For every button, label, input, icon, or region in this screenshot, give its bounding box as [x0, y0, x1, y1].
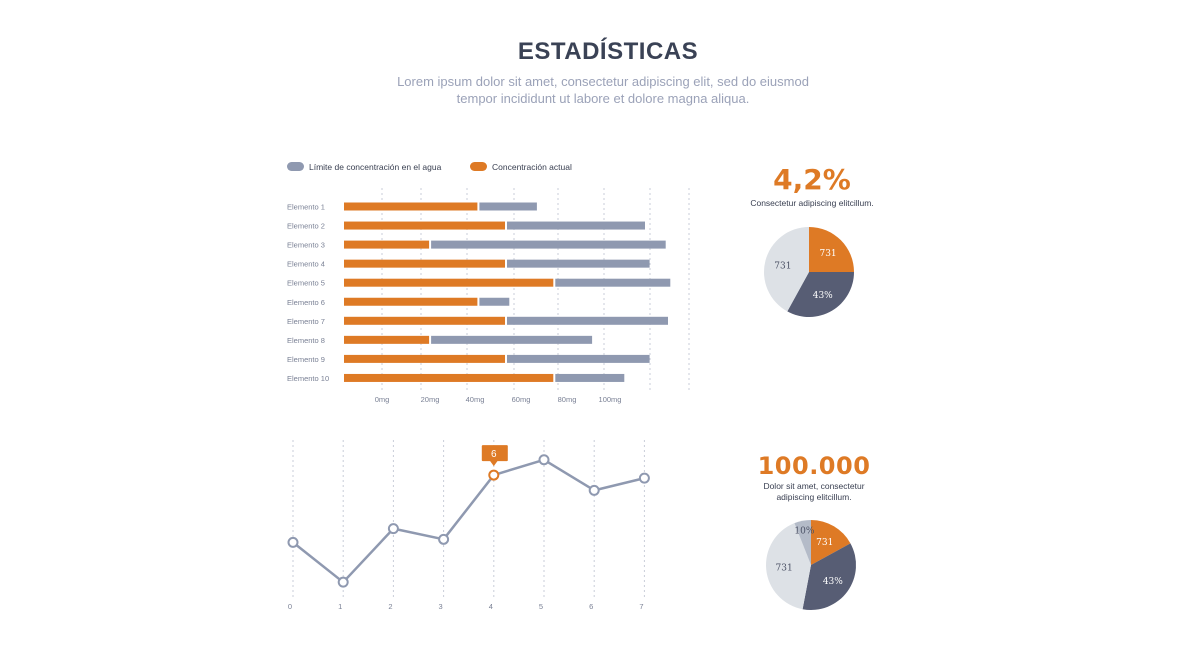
bar-x-tick: 60mg: [512, 395, 531, 404]
bar-actual: [344, 373, 554, 382]
bar-limit: [507, 221, 645, 230]
line-callout-label: 6: [491, 449, 497, 460]
bar-actual: [344, 221, 505, 230]
bar-actual: [344, 202, 478, 211]
bar-category-label: Elemento 3: [287, 241, 325, 250]
pie-2-slice-label: 731: [776, 564, 793, 574]
bar-limit: [431, 240, 666, 249]
page-subtitle: Lorem ipsum dolor sit amet, consectetur …: [0, 73, 1200, 107]
line-x-tick: 2: [388, 602, 392, 611]
bar-actual: [344, 240, 430, 249]
line-x-tick: 4: [489, 602, 493, 611]
line-x-tick: 1: [338, 602, 342, 611]
bar-limit: [507, 354, 650, 363]
bar-x-tick: 0mg: [375, 395, 390, 404]
bar-category-label: Elemento 6: [287, 298, 325, 307]
pie-2-caption-line-2: adipiscing elitcillum.: [776, 492, 852, 502]
pie-1-slice: [764, 227, 809, 312]
pie-1-slice: [787, 272, 854, 317]
pie-1-caption-line: Consectetur adipiscing elitcillum.: [750, 198, 874, 208]
subtitle-line-2: tempor incididunt ut labore et dolore ma…: [456, 91, 750, 106]
bar-limit: [479, 202, 537, 211]
line-point: [538, 454, 550, 466]
line-point: [488, 469, 500, 481]
line-callout-box: [481, 445, 508, 462]
bar-limit: [431, 335, 593, 344]
legend-swatch: [470, 162, 487, 171]
pie-1-slice: [809, 227, 854, 272]
bar-limit: [555, 373, 625, 382]
line-point: [438, 533, 450, 545]
pie-2-slice: [794, 520, 811, 565]
bar-category-label: Elemento 1: [287, 203, 325, 212]
line-x-tick: 5: [539, 602, 543, 611]
bar-category-label: Elemento 5: [287, 279, 325, 288]
bar-actual: [344, 278, 554, 287]
pie-2-slice: [811, 520, 851, 565]
bar-category-label: Elemento 4: [287, 260, 325, 269]
line-series: [292, 458, 645, 584]
bar-actual: [344, 297, 478, 306]
pie-2-slice-label: 10%: [794, 527, 814, 537]
pie-2-slice: [766, 523, 811, 610]
line-callout-pointer: [489, 460, 498, 467]
bar-category-label: Elemento 9: [287, 355, 325, 364]
pie-2-headline: 100.000: [757, 452, 871, 480]
bar-limit: [479, 297, 510, 306]
bar-limit: [555, 278, 671, 287]
pie-1-slice-label: 731: [774, 261, 791, 271]
pie-2-slice-label: 731: [816, 538, 833, 548]
line-point: [588, 484, 600, 496]
pie-2-caption: Dolor sit amet, consectetur adipiscing e…: [714, 481, 914, 503]
bar-actual: [344, 259, 505, 268]
bar-x-tick: 40mg: [466, 395, 485, 404]
pie-2-caption-line-1: Dolor sit amet, consectetur: [763, 481, 865, 491]
pie-1-caption: Consectetur adipiscing elitcillum.: [712, 198, 912, 209]
line-x-tick: 6: [589, 602, 593, 611]
bar-actual: [344, 354, 505, 363]
line-point: [337, 576, 349, 588]
bar-x-tick: 100mg: [599, 395, 622, 404]
line-point: [638, 472, 650, 484]
pie-1-headline: 4,2%: [773, 163, 851, 196]
legend-label: Límite de concentración en el agua: [309, 162, 442, 172]
bar-category-label: Elemento 7: [287, 317, 325, 326]
line-x-tick: 0: [288, 602, 292, 611]
bar-category-label: Elemento 8: [287, 336, 325, 345]
bar-actual: [344, 335, 430, 344]
bar-limit: [507, 316, 668, 325]
line-point: [387, 523, 399, 535]
pie-1-slice-label: 731: [819, 249, 836, 259]
line-x-tick: 3: [439, 602, 443, 611]
bar-category-label: Elemento 10: [287, 374, 329, 383]
bar-category-label: Elemento 2: [287, 222, 325, 231]
pie-2-slice-label: 43%: [823, 577, 843, 587]
legend-label: Concentración actual: [492, 162, 572, 172]
bar-actual: [344, 316, 505, 325]
pie-1-slice-label: 43%: [813, 291, 833, 301]
page-title: ESTADÍSTICAS: [517, 38, 699, 65]
subtitle-line-1: Lorem ipsum dolor sit amet, consectetur …: [397, 74, 809, 89]
legend-swatch: [287, 162, 304, 171]
line-point: [287, 536, 299, 548]
bar-limit: [507, 259, 650, 268]
bar-x-tick: 80mg: [558, 395, 577, 404]
bar-x-tick: 20mg: [421, 395, 440, 404]
pie-2-slice: [802, 543, 856, 610]
line-x-tick: 7: [639, 602, 643, 611]
